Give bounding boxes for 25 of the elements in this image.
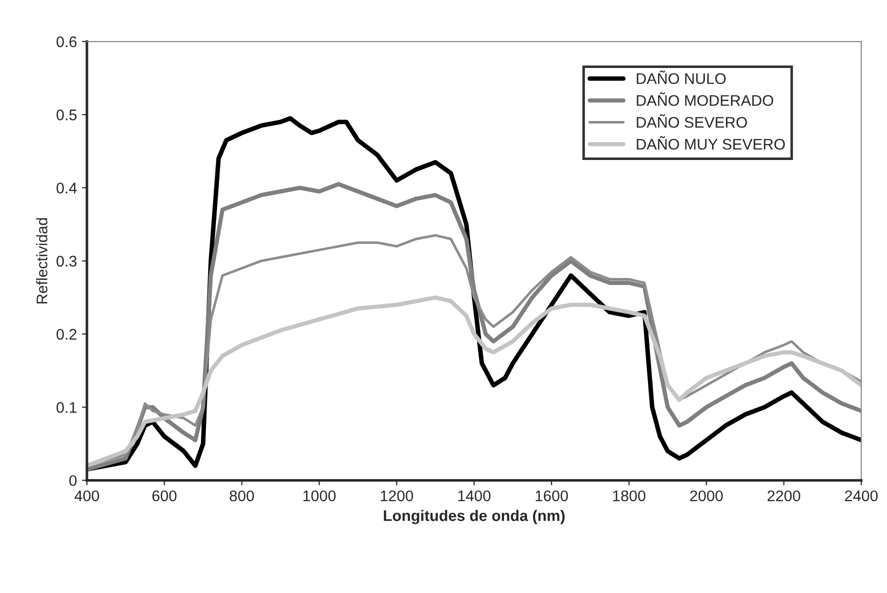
y-tick-label: 0.6 bbox=[56, 36, 77, 48]
x-tick-label: 1600 bbox=[536, 490, 568, 502]
x-tick-label: 1200 bbox=[380, 490, 414, 502]
x-tick-label: 400 bbox=[74, 490, 100, 502]
x-tick-label: 1800 bbox=[613, 490, 646, 502]
y-tick-label: 0.2 bbox=[56, 328, 76, 340]
y-tick-label: 0 bbox=[69, 475, 77, 486]
y-tick-label: 0.4 bbox=[56, 182, 77, 194]
line-series bbox=[86, 295, 862, 468]
legend-label: DAÑO MUY SEVERO bbox=[636, 136, 785, 150]
x-tick-label: 600 bbox=[152, 490, 177, 502]
y-tick-label: 0.3 bbox=[56, 256, 77, 267]
y-tick-label: 0.5 bbox=[56, 110, 77, 120]
x-tick-label: 1400 bbox=[458, 490, 490, 502]
y-tick-label: 0.1 bbox=[56, 402, 76, 413]
legend-label: DAÑO NULO bbox=[636, 70, 726, 84]
x-tick-label: 800 bbox=[230, 490, 254, 502]
x-tick-label: 2400 bbox=[845, 490, 878, 502]
x-axis-title: Longitudes de onda (nm) bbox=[384, 510, 565, 524]
x-tick-label: 1000 bbox=[303, 490, 336, 502]
legend-label: DAÑO MODERADO bbox=[636, 92, 774, 106]
y-axis-title: Reflectividad bbox=[36, 218, 48, 304]
x-tick-label: 2200 bbox=[768, 490, 800, 502]
x-tick-label: 2000 bbox=[690, 490, 723, 502]
legend-label: DAÑO SEVERO bbox=[636, 114, 747, 128]
